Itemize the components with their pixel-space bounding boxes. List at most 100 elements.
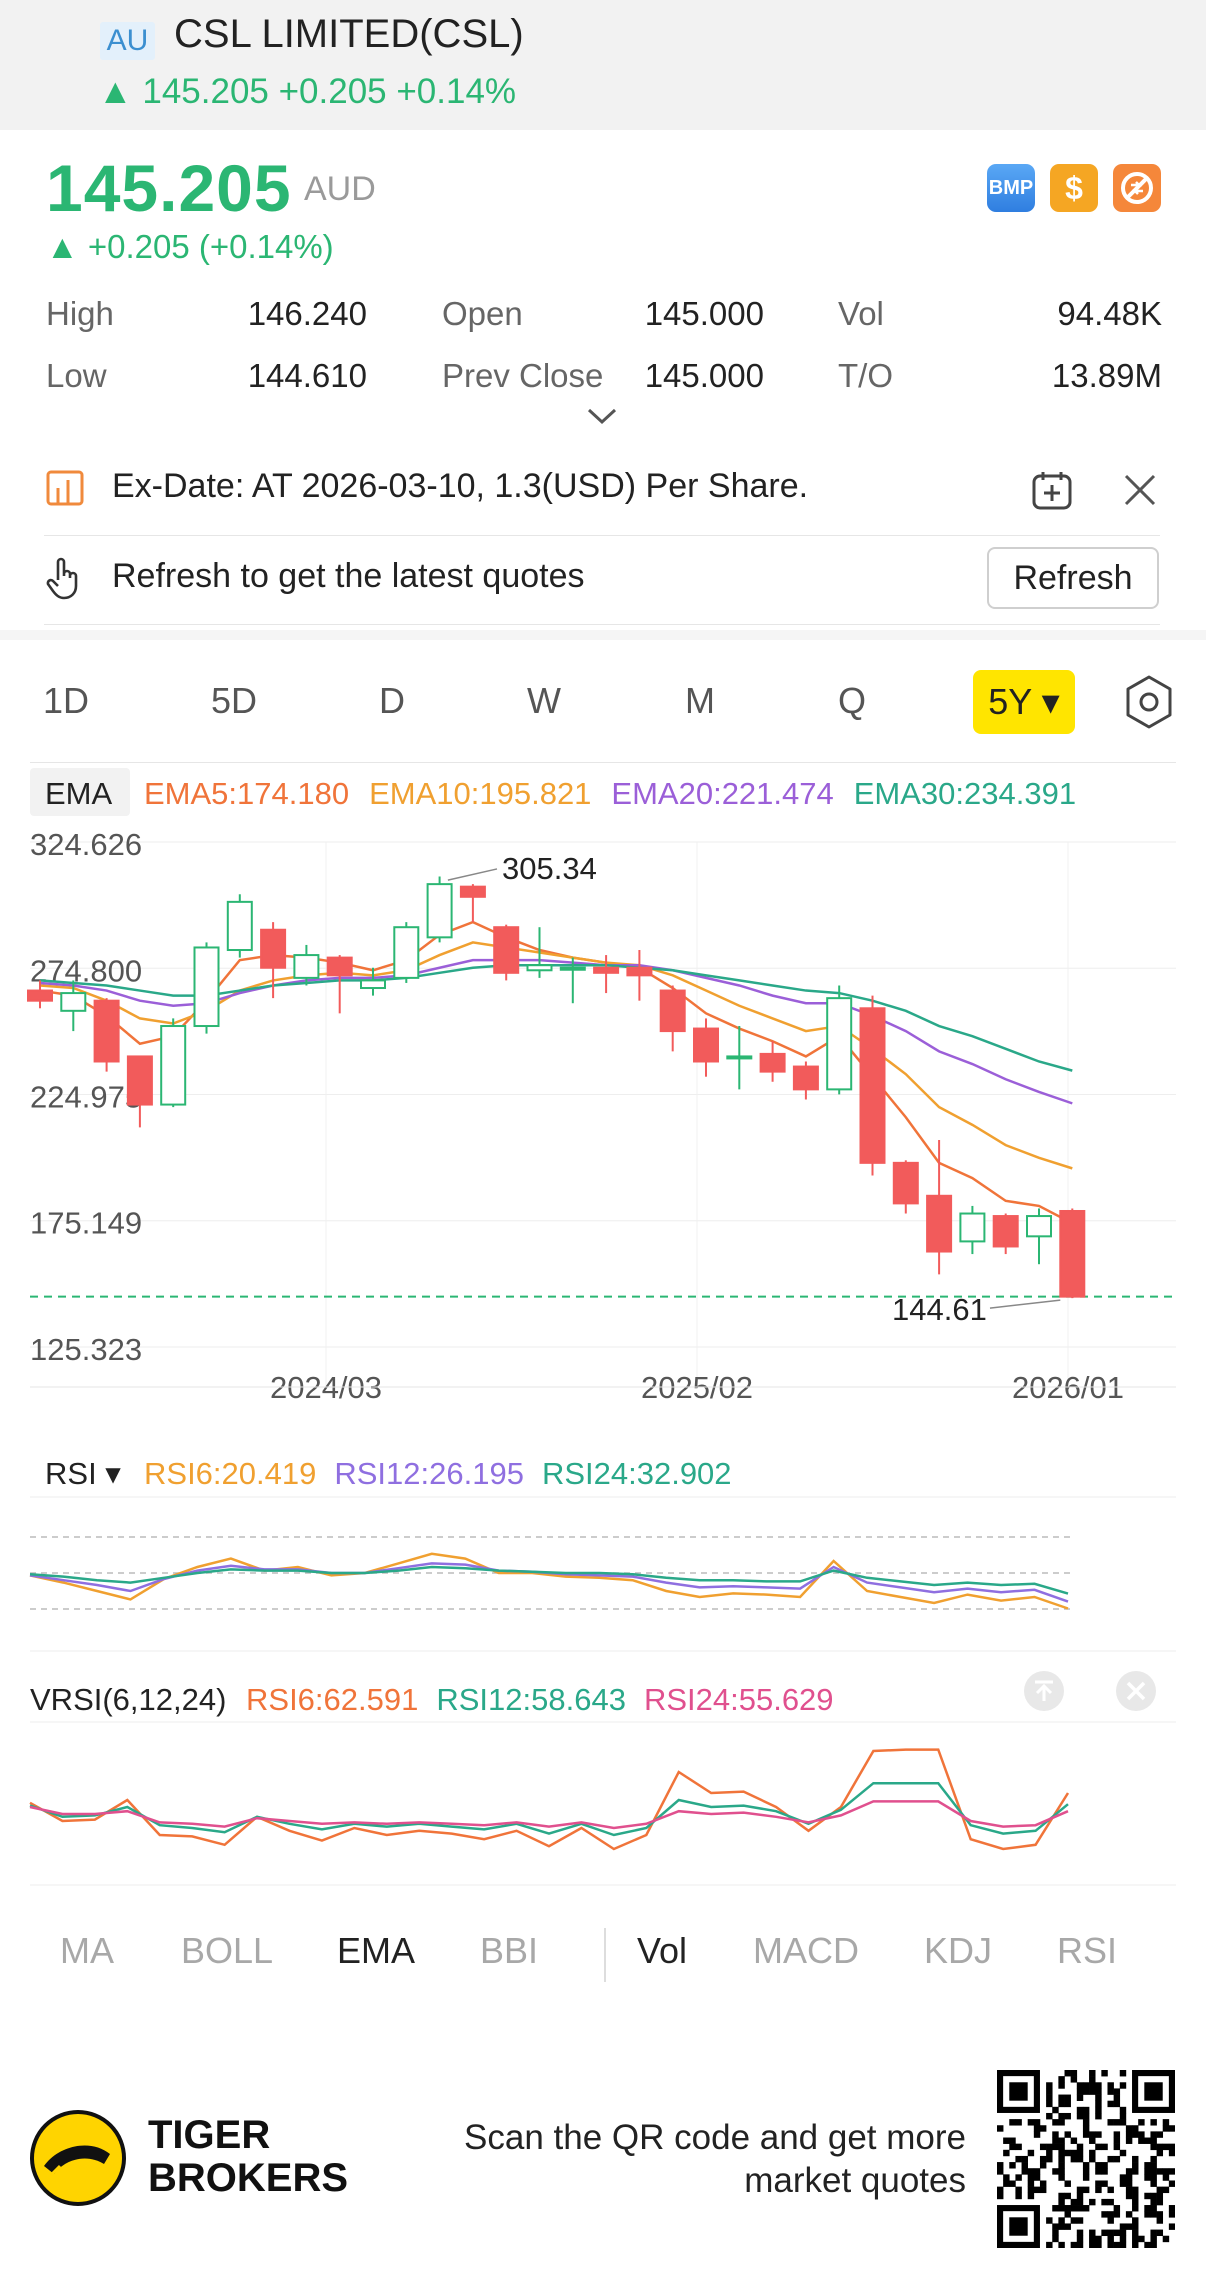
candle (826, 985, 853, 1095)
qr-module (1058, 2174, 1065, 2181)
vrsi-chart[interactable] (0, 1720, 1206, 1890)
qr-module (1095, 2100, 1102, 2108)
qr-module (1113, 2131, 1121, 2138)
chart-settings-icon[interactable] (1124, 674, 1174, 735)
indicator-tab-ema[interactable]: EMA (337, 1930, 416, 1971)
qr-module (1033, 2174, 1041, 2181)
qr-module (997, 2162, 1004, 2169)
candle-body (726, 1055, 753, 1060)
candle (360, 967, 386, 996)
qr-module (1070, 2198, 1078, 2206)
indicator-tab-ma[interactable]: MA (60, 1930, 114, 1971)
qr-module (1089, 2137, 1096, 2144)
qr-module (1082, 2186, 1090, 2194)
qr-module (1144, 2241, 1151, 2248)
qr-module (1095, 2186, 1102, 2194)
indicator-tab-kdj[interactable]: KDJ (924, 1930, 993, 1971)
qr-module (1089, 2241, 1096, 2248)
indicator-tab-bbi[interactable]: BBI (480, 1930, 539, 1971)
candle-body (526, 964, 553, 972)
qr-module (1132, 2155, 1139, 2163)
indicator-tab-rsi[interactable]: RSI (1057, 1930, 1118, 1971)
qr-module (1082, 2112, 1090, 2120)
qr-module (1125, 2174, 1133, 2181)
indicator-tab-boll[interactable]: BOLL (181, 1930, 274, 1971)
candle-body (992, 1215, 1019, 1248)
scan-line-2: market quotes (744, 2161, 966, 2200)
rsi-chart[interactable] (0, 1495, 1206, 1655)
period-tab-d[interactable]: D (379, 680, 405, 721)
qr-module (1132, 2131, 1139, 2138)
qr-module (1156, 2149, 1164, 2157)
qr-module (1150, 2162, 1157, 2169)
move-to-top-icon[interactable] (1022, 1669, 1066, 1718)
candle-body (60, 992, 87, 1012)
indicator-tab-macd[interactable]: MACD (753, 1930, 859, 1971)
divider (44, 535, 1160, 536)
qr-module (1064, 2070, 1071, 2077)
qr-module (1058, 2241, 1065, 2248)
qr-module (1168, 2180, 1175, 2187)
period-tab-5d[interactable]: 5D (210, 680, 258, 721)
rsi-legend-label[interactable]: RSI ▾ (45, 1456, 121, 1491)
qr-module (1144, 2162, 1151, 2169)
indicator-tab-vol[interactable]: Vol (637, 1930, 688, 1971)
no-shorting-badge-icon[interactable] (1113, 164, 1161, 212)
candle (393, 922, 420, 983)
qr-module (1003, 2137, 1010, 2144)
stock-name: CSL LIMITED(CSL) (174, 12, 524, 56)
period-tab-q[interactable]: Q (837, 680, 866, 721)
candle-body (1026, 1215, 1052, 1238)
qr-finder-core (1009, 2217, 1028, 2236)
candle-body (93, 999, 120, 1063)
candle-body (293, 954, 320, 979)
qr-module (1064, 2131, 1071, 2138)
close-indicator-icon[interactable] (1114, 1669, 1158, 1718)
qr-module (1113, 2119, 1121, 2126)
qr-module (1119, 2070, 1127, 2077)
period-tab-m[interactable]: M (685, 680, 715, 721)
close-notice-icon[interactable] (1122, 472, 1158, 513)
qr-module (1125, 2168, 1133, 2175)
qr-module (1168, 2211, 1175, 2218)
qr-module (1058, 2192, 1065, 2200)
qr-module (1162, 2125, 1170, 2132)
qr-module (1132, 2198, 1139, 2206)
expand-chevron-down-icon[interactable] (585, 405, 619, 432)
qr-module (1095, 2112, 1102, 2120)
qr-module (1027, 2186, 1035, 2194)
qr-module (1162, 2235, 1170, 2243)
qr-module (1101, 2229, 1108, 2237)
period-tab-5y-dropdown[interactable]: 5Y ▾ (973, 670, 1075, 734)
qr-module (1009, 2137, 1016, 2144)
qr-module (1046, 2100, 1053, 2108)
indicator-selector-ema[interactable] (30, 768, 130, 816)
qr-module (1027, 2192, 1035, 2200)
rsi-line-rsi24 (29, 1565, 1069, 1595)
qr-module (1058, 2076, 1065, 2083)
candle-body (493, 926, 520, 974)
qr-module (1052, 2131, 1059, 2138)
candle-body (759, 1052, 786, 1073)
bmp-badge-icon[interactable]: BMP (987, 164, 1035, 212)
refresh-button[interactable]: Refresh (987, 547, 1159, 609)
candle (992, 1213, 1019, 1255)
candlestick-chart[interactable]: 324.626274.800224.975175.149125.3232024/… (0, 820, 1206, 1400)
qr-module (1150, 2235, 1157, 2243)
dollar-badge-icon[interactable]: $ (1050, 164, 1098, 212)
add-calendar-icon[interactable] (1030, 468, 1074, 517)
period-tab-w[interactable]: W (527, 680, 561, 721)
qr-module (1015, 2143, 1022, 2151)
qr-module (1132, 2162, 1139, 2169)
qr-module (1095, 2168, 1102, 2175)
qr-module (1119, 2112, 1127, 2120)
qr-module (1089, 2082, 1096, 2089)
qr-module (1046, 2149, 1053, 2157)
qr-module (1046, 2143, 1053, 2151)
vrsi-legend-item-0: RSI6:62.591 (246, 1682, 419, 1717)
qr-module (1082, 2082, 1090, 2089)
period-tab-1d[interactable]: 1D (42, 680, 90, 721)
candle (759, 1041, 786, 1082)
qr-module (997, 2192, 1004, 2200)
candle-body (193, 946, 220, 1028)
